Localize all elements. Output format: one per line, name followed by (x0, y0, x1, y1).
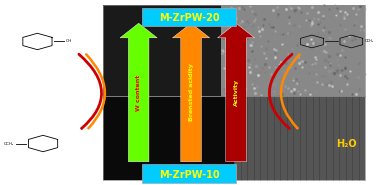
Text: OCH₃: OCH₃ (364, 39, 374, 43)
Text: Activity: Activity (234, 79, 239, 106)
Text: Brønsted acidity: Brønsted acidity (189, 64, 194, 121)
FancyBboxPatch shape (143, 164, 236, 183)
FancyArrow shape (172, 23, 210, 162)
Text: OCH₃: OCH₃ (4, 142, 14, 146)
FancyBboxPatch shape (103, 5, 221, 96)
FancyBboxPatch shape (103, 96, 234, 180)
FancyArrowPatch shape (79, 54, 102, 128)
Text: M-ZrPW-20: M-ZrPW-20 (159, 13, 220, 23)
Text: W content: W content (136, 74, 141, 111)
FancyArrow shape (120, 23, 157, 162)
Text: M-ZrPW-10: M-ZrPW-10 (159, 169, 220, 179)
FancyBboxPatch shape (234, 96, 366, 180)
FancyBboxPatch shape (143, 8, 236, 26)
FancyBboxPatch shape (221, 5, 366, 96)
FancyArrowPatch shape (281, 54, 300, 128)
Text: OH: OH (65, 39, 71, 43)
FancyArrow shape (217, 23, 255, 162)
FancyArrowPatch shape (270, 54, 292, 128)
FancyArrowPatch shape (86, 54, 105, 128)
Text: H₂O: H₂O (336, 139, 357, 149)
